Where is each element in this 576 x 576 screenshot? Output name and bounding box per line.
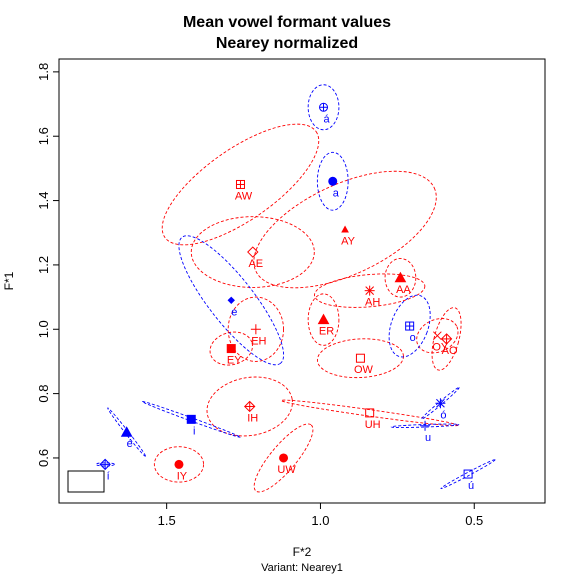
- markers-layer: [99, 102, 473, 479]
- variant-subtitle: Variant: Nearey1: [261, 562, 343, 574]
- ellipses-layer: [95, 84, 496, 493]
- marker-IH: [244, 400, 256, 413]
- point-label-o: o: [410, 332, 416, 344]
- x-tick-label: 1.5: [158, 513, 176, 528]
- ellipse-EH: [227, 296, 284, 362]
- marker-á: [319, 102, 329, 112]
- point-label-í: í: [107, 470, 110, 482]
- ellipse-AW: [161, 123, 320, 246]
- marker-OY: [432, 331, 442, 341]
- marker-EY: [226, 344, 236, 354]
- marker-AW: [235, 179, 245, 189]
- marker-AE: [247, 246, 259, 258]
- marker-AH: [364, 285, 375, 296]
- point-label-AA: AA: [396, 284, 411, 296]
- point-label-ER: ER: [319, 326, 334, 338]
- chart-title-line2: Nearey normalized: [216, 35, 358, 52]
- y-tick-label: 1.2: [36, 256, 51, 274]
- ellipse-OY: [416, 318, 459, 354]
- marker-ú: [463, 469, 473, 479]
- point-label-AY: AY: [341, 236, 356, 248]
- plot-frame: [58, 58, 546, 504]
- point-label-i: i: [193, 425, 195, 437]
- marker-UH: [365, 408, 375, 418]
- ellipse-EY: [209, 331, 253, 366]
- marker-IY: [174, 459, 184, 469]
- marker-u: [420, 420, 431, 431]
- marker-ER: [317, 313, 330, 325]
- chart-title-line1: Mean vowel formant values: [183, 14, 391, 31]
- ellipse-ú: [440, 459, 496, 490]
- marker-é: [120, 426, 133, 437]
- point-label-UW: UW: [277, 464, 296, 476]
- marker-í: [99, 458, 111, 471]
- y-tick-label: 1.6: [36, 127, 51, 145]
- point-label-u: u: [425, 432, 431, 444]
- point-label-é: é: [127, 438, 133, 450]
- y-tick-label: 1.0: [36, 320, 51, 338]
- marker-EH: [250, 324, 261, 335]
- x-axis: 1.5 1.0 0.5: [158, 503, 483, 528]
- marker-AO: [440, 333, 453, 345]
- marker-i: [186, 414, 196, 424]
- point-label-IY: IY: [177, 470, 188, 482]
- marker-OW: [355, 353, 365, 363]
- ellipse-ER: [307, 293, 340, 346]
- ellipse-IY: [153, 446, 205, 483]
- y-tick-label: 0.8: [36, 385, 51, 403]
- point-label-e: e: [231, 306, 237, 318]
- y-tick-label: 0.6: [36, 449, 51, 467]
- point-label-EH: EH: [251, 335, 266, 347]
- point-label-IH: IH: [247, 412, 258, 424]
- point-label-OW: OW: [354, 364, 374, 376]
- point-label-ó: ó: [440, 409, 446, 421]
- y-axis-label: F*1: [2, 271, 16, 290]
- point-label-a: a: [333, 187, 340, 199]
- point-label-AW: AW: [235, 190, 253, 202]
- ellipse-a: [316, 151, 349, 211]
- point-label-OY: OY: [432, 342, 449, 354]
- ellipse-UW: [253, 423, 314, 493]
- ellipse-o: [388, 294, 431, 358]
- ellipse-AH: [314, 273, 426, 308]
- ellipse-OW: [316, 338, 404, 379]
- marker-e: [227, 296, 235, 305]
- x-tick-label: 0.5: [465, 513, 483, 528]
- point-label-á: á: [323, 113, 330, 125]
- marker-AY: [341, 225, 349, 233]
- marker-AA: [394, 271, 407, 283]
- ellipse-IH: [206, 376, 293, 437]
- ellipse-e: [178, 235, 285, 366]
- point-label-AE: AE: [248, 258, 263, 270]
- marker-a: [328, 176, 338, 186]
- legend-box: [67, 470, 105, 493]
- point-label-ú: ú: [468, 480, 474, 492]
- marker-ó: [435, 398, 446, 409]
- ellipse-ó: [421, 386, 460, 420]
- ellipse-AE: [190, 216, 315, 288]
- ellipse-AA: [384, 258, 417, 298]
- x-axis-label: F*2: [293, 545, 312, 559]
- ellipse-AO: [431, 307, 462, 371]
- x-tick-label: 1.0: [311, 513, 329, 528]
- point-label-AO: AO: [442, 345, 458, 357]
- point-label-AH: AH: [365, 297, 380, 309]
- y-axis: 0.6 0.8 1.0 1.2 1.4 1.6 1.8: [36, 63, 59, 467]
- point-label-EY: EY: [227, 355, 242, 367]
- y-tick-label: 1.4: [36, 192, 51, 210]
- marker-UW: [279, 453, 289, 463]
- ellipse-á: [307, 84, 340, 131]
- y-tick-label: 1.8: [36, 63, 51, 81]
- point-label-UH: UH: [365, 419, 381, 431]
- marker-o: [405, 321, 415, 331]
- ellipse-AY: [253, 170, 437, 289]
- ellipse-í: [95, 462, 115, 467]
